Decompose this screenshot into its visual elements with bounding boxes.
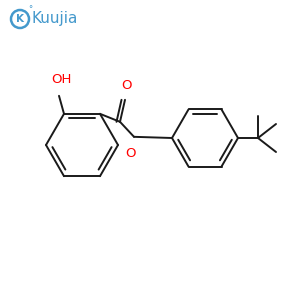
- Text: K: K: [16, 14, 24, 24]
- Text: °: °: [28, 5, 32, 14]
- Text: OH: OH: [51, 73, 71, 86]
- Text: O: O: [122, 79, 132, 92]
- Text: O: O: [125, 147, 135, 160]
- Text: Kuujia: Kuujia: [32, 11, 78, 26]
